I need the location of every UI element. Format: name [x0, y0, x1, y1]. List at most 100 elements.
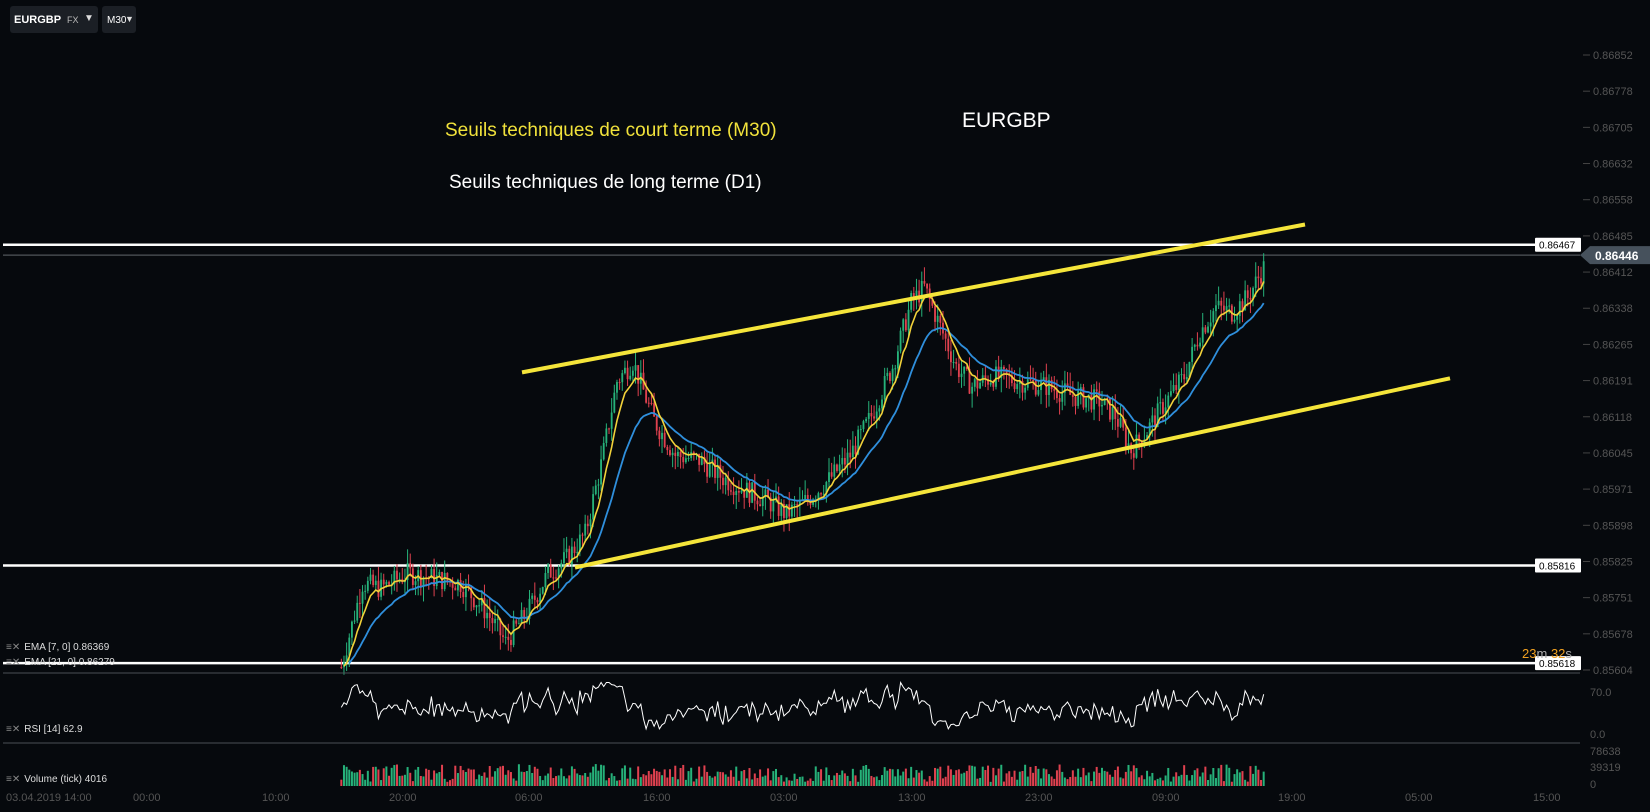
- candle-body: [1249, 297, 1252, 300]
- volume-bar: [1225, 764, 1228, 786]
- volume-bar: [788, 780, 791, 786]
- volume-bar: [782, 781, 785, 786]
- settings-icon[interactable]: ≡✕: [6, 724, 21, 735]
- candle-body: [703, 457, 706, 465]
- volume-bar: [494, 771, 497, 786]
- candle-body: [1103, 398, 1106, 406]
- rsi-legend[interactable]: ≡✕ RSI [14] 62.9: [6, 724, 83, 735]
- volume-bar: [353, 772, 356, 786]
- volume-bar: [655, 770, 658, 786]
- volume-bar: [1246, 781, 1249, 786]
- volume-bar: [576, 773, 579, 786]
- volume-bar: [1201, 772, 1204, 786]
- candle-body: [1185, 377, 1188, 380]
- candle-body: [1034, 380, 1037, 395]
- volume-bar: [1212, 767, 1215, 786]
- candle-body: [875, 411, 878, 419]
- volume-bar: [1148, 776, 1151, 786]
- volume-bar: [780, 775, 783, 786]
- candle-body: [517, 623, 520, 625]
- candle-body: [578, 534, 581, 553]
- volume-bar: [361, 774, 364, 786]
- candle-body: [533, 595, 536, 600]
- settings-icon[interactable]: ≡✕: [6, 642, 21, 653]
- ema21-legend[interactable]: ≡✕ EMA [21, 0] 0.86279: [6, 657, 115, 668]
- candle-body: [594, 485, 597, 495]
- volume-bar: [899, 775, 902, 786]
- ema7-legend[interactable]: ≡✕ EMA [7, 0] 0.86369: [6, 642, 110, 653]
- volume-bar: [1047, 774, 1050, 786]
- candle-body: [785, 504, 788, 518]
- time-tick-label: 15:00: [1533, 792, 1561, 804]
- candle-body: [634, 365, 637, 371]
- volume-bar: [409, 772, 412, 786]
- volume-bar: [573, 768, 576, 786]
- level-price-tag: [1535, 237, 1581, 252]
- candle-body: [486, 612, 489, 619]
- candle-body: [451, 581, 454, 588]
- candle-body: [759, 504, 762, 507]
- candle-body: [1154, 415, 1156, 427]
- volume-bar: [910, 766, 913, 786]
- timeframe-selector[interactable]: M30 ▼: [102, 6, 136, 33]
- candle-body: [661, 432, 663, 440]
- chevron-down-icon[interactable]: ▼: [84, 13, 94, 24]
- volume-bar: [1185, 774, 1188, 786]
- volume-bar: [390, 767, 393, 786]
- candle-body: [666, 447, 669, 451]
- volume-bar: [692, 781, 695, 786]
- candle-body: [345, 655, 348, 663]
- volume-bar: [1042, 768, 1045, 786]
- volume-bar: [904, 768, 907, 786]
- volume-bar: [504, 774, 507, 786]
- volume-bar: [743, 769, 746, 786]
- candle-body: [830, 472, 833, 477]
- candle-body: [989, 382, 992, 385]
- candle-body: [907, 309, 910, 331]
- volume-bar: [634, 779, 637, 786]
- volume-bar: [822, 780, 825, 786]
- candle-body: [677, 451, 679, 457]
- volume-bar: [621, 768, 624, 786]
- candle-body: [841, 457, 844, 465]
- volume-bar: [1026, 776, 1029, 786]
- volume-bar: [539, 775, 542, 786]
- candle-timer: 23m 32s: [1522, 646, 1572, 661]
- volume-legend[interactable]: ≡✕ Volume (tick) 4016: [6, 774, 108, 785]
- time-tick-label: 19:00: [1278, 792, 1306, 804]
- candle-body: [979, 382, 982, 389]
- candle-body: [1204, 327, 1207, 333]
- volume-bar: [608, 777, 611, 786]
- volume-bar: [666, 777, 669, 786]
- candle-body: [878, 408, 881, 412]
- candle-body: [618, 382, 621, 384]
- channel-upper-line[interactable]: [521, 222, 1306, 375]
- settings-icon[interactable]: ≡✕: [6, 774, 21, 785]
- candle-body: [944, 333, 947, 339]
- symbol-selector[interactable]: EURGBP FX ▼: [10, 6, 98, 33]
- volume-bar: [592, 766, 595, 786]
- settings-icon[interactable]: ≡✕: [6, 657, 21, 668]
- volume-bar: [721, 772, 724, 786]
- volume-bar: [626, 778, 629, 786]
- candle-body: [364, 590, 367, 592]
- candle-body: [817, 493, 820, 500]
- chevron-down-icon[interactable]: ▼: [125, 14, 134, 24]
- volume-bar: [623, 765, 626, 786]
- candle-body: [1193, 344, 1196, 347]
- candle-body: [775, 496, 777, 500]
- volume-bar: [740, 771, 743, 786]
- volume-bar: [1167, 767, 1170, 786]
- candle-body: [1246, 290, 1249, 298]
- volume-bar: [1066, 779, 1069, 786]
- volume-bar: [968, 765, 971, 786]
- volume-bar: [459, 765, 462, 786]
- time-tick-label: 00:00: [133, 792, 161, 804]
- channel-lower-line[interactable]: [574, 376, 1451, 570]
- volume-bar: [615, 780, 618, 786]
- volume-bar: [372, 766, 375, 786]
- short-term-annotation: Seuils techniques de court terme (M30): [445, 120, 777, 141]
- volume-bar: [676, 779, 679, 786]
- last-price-label: 0.86446: [1595, 249, 1639, 263]
